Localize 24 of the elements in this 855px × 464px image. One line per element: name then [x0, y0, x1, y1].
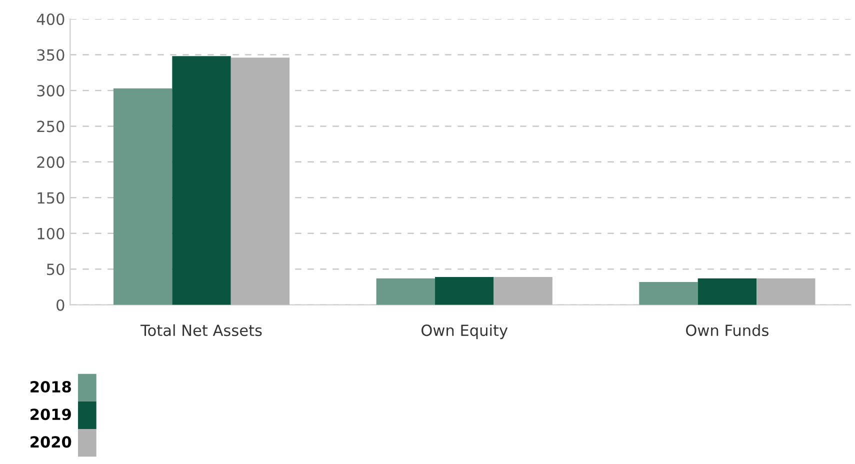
x-tick-label: Own Funds	[686, 324, 768, 336]
y-tick-label: 300	[37, 84, 64, 96]
bar	[113, 88, 172, 305]
bar	[494, 276, 552, 305]
bar	[435, 276, 494, 305]
bar	[639, 282, 698, 305]
legend-label: 2018	[30, 380, 71, 393]
y-tick-label: 250	[37, 120, 64, 132]
x-tick-label: Own Equity	[422, 324, 508, 340]
y-tick-label: 200	[37, 156, 64, 168]
y-tick-label: 100	[38, 228, 64, 240]
y-tick-label: 0	[56, 299, 64, 311]
bar	[230, 58, 290, 305]
y-tick-label: 350	[37, 49, 64, 61]
bar	[172, 56, 231, 305]
x-tick-label: Total Net Assets	[140, 324, 262, 336]
legend-label: 2020	[30, 436, 72, 448]
y-tick-label: 50	[46, 264, 64, 276]
bar	[756, 278, 816, 305]
bar	[376, 278, 436, 305]
y-tick-label: 400	[36, 13, 64, 26]
legend-label: 2019	[30, 408, 71, 420]
y-tick-label: 150	[38, 192, 64, 204]
bar	[698, 278, 757, 305]
